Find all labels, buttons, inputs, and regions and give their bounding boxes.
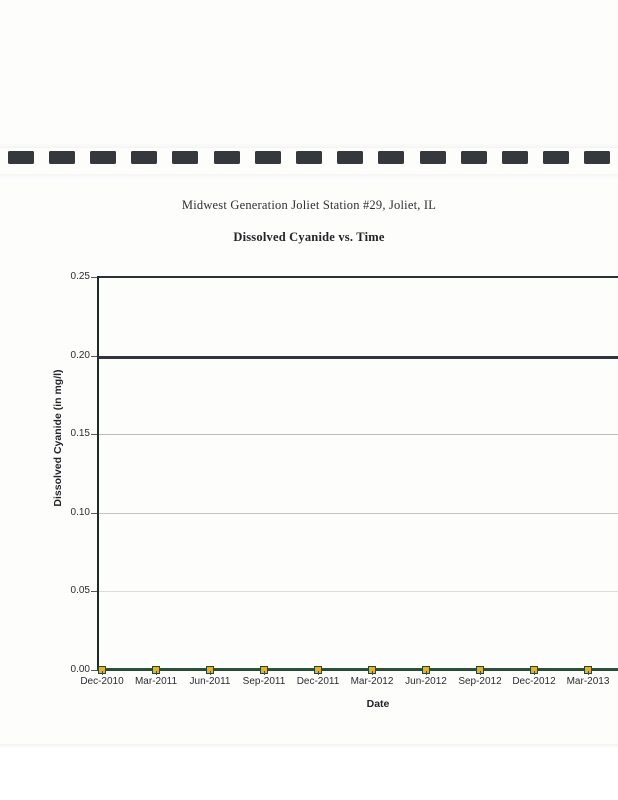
scan-artifact-block (460, 151, 487, 164)
x-tick-label: Mar-2013 (566, 676, 610, 687)
x-tick-mark (264, 671, 265, 675)
y-tick-label-text: 0.15 (70, 428, 90, 439)
scan-artifact-block (131, 151, 158, 164)
x-tick-label: Mar-2012 (350, 676, 394, 687)
x-tick-mark (588, 671, 589, 675)
y-tick-label: 0.05 (48, 585, 90, 597)
gridline (99, 434, 618, 435)
scan-artifact-block (502, 151, 528, 164)
x-tick-label: Sep-2012 (458, 676, 502, 687)
y-tick-mark (91, 277, 97, 278)
series-line-dissolved-cyanide (98, 668, 618, 670)
x-tick-label: Sep-2011 (242, 676, 286, 687)
page-title: Midwest Generation Joliet Station #29, J… (181, 198, 437, 212)
x-tick-mark (318, 671, 319, 675)
scan-artifact-block (543, 151, 570, 164)
x-tick-mark (534, 671, 535, 675)
x-tick-label: Dec-2012 (512, 676, 556, 687)
cyanide-time-chart: 0.00 0.05 0.10 0.15 0.20 0.25 Dissolved Cyani… (48, 271, 618, 710)
artifact-strip-shadow-top (0, 142, 618, 148)
scan-artifact-block (254, 151, 281, 164)
y-tick-label: 0.00 (48, 664, 90, 676)
y-tick-mark (91, 513, 97, 514)
x-tick-label: Dec-2011 (296, 676, 340, 687)
plot-area (98, 277, 618, 670)
y-tick-mark (91, 434, 97, 435)
artifact-strip-shadow-bottom (0, 174, 618, 181)
y-tick-label: 0.15 (48, 428, 90, 440)
y-tick-label: 0.20 (48, 350, 90, 362)
x-tick-mark (156, 671, 157, 675)
scan-artifact-block (378, 151, 405, 164)
scan-artifact-block (172, 151, 199, 164)
x-tick-label: Jun-2012 (405, 676, 447, 687)
x-tick-mark (426, 671, 427, 675)
y-tick-label-text: 0.00 (70, 664, 90, 675)
x-axis-line (97, 669, 618, 671)
scan-artifact-strip (0, 148, 618, 174)
x-tick-mark (372, 671, 373, 675)
x-tick-mark (480, 671, 481, 675)
y-tick-mark (91, 670, 97, 671)
paper-background (0, 0, 618, 748)
y-tick-label: 0.25 (48, 271, 90, 283)
y-tick-label-text: 0.10 (70, 507, 90, 518)
scan-artifact-block (90, 151, 116, 164)
scan-artifact-block (48, 151, 75, 164)
scan-artifact-block (7, 151, 34, 164)
scan-artifact-block (419, 151, 446, 164)
x-tick-label: Mar-2011 (134, 676, 178, 687)
scan-artifact-block (584, 151, 611, 164)
scan-artifact-block (337, 151, 364, 164)
x-tick-label: Dec-2010 (80, 676, 124, 687)
gridline (99, 591, 618, 592)
x-tick-label: Jun-2011 (189, 676, 231, 687)
scan-artifact-block (213, 151, 240, 164)
y-tick-mark (91, 591, 97, 592)
plot-top-border (97, 276, 618, 278)
x-tick-mark (210, 671, 211, 675)
y-axis-line (97, 276, 99, 671)
y-tick-label: 0.10 (48, 507, 90, 519)
x-axis-title: Date (366, 698, 390, 710)
y-tick-mark (91, 356, 97, 357)
chart-title: Dissolved Cyanide vs. Time (233, 230, 385, 244)
y-tick-label-text: 0.05 (70, 585, 90, 596)
y-tick-label-text: 0.20 (70, 350, 90, 361)
reference-line-standard (98, 356, 618, 359)
x-tick-mark (102, 671, 103, 675)
gridline (99, 513, 618, 514)
y-tick-label-text: 0.25 (70, 271, 90, 282)
x-tick-label: Jun-2013 (612, 676, 618, 687)
paper-bottom-edge (0, 744, 618, 748)
scan-artifact-block (296, 151, 322, 164)
y-axis-title: Dissolved Cyanide (in mg/l) (52, 369, 64, 507)
